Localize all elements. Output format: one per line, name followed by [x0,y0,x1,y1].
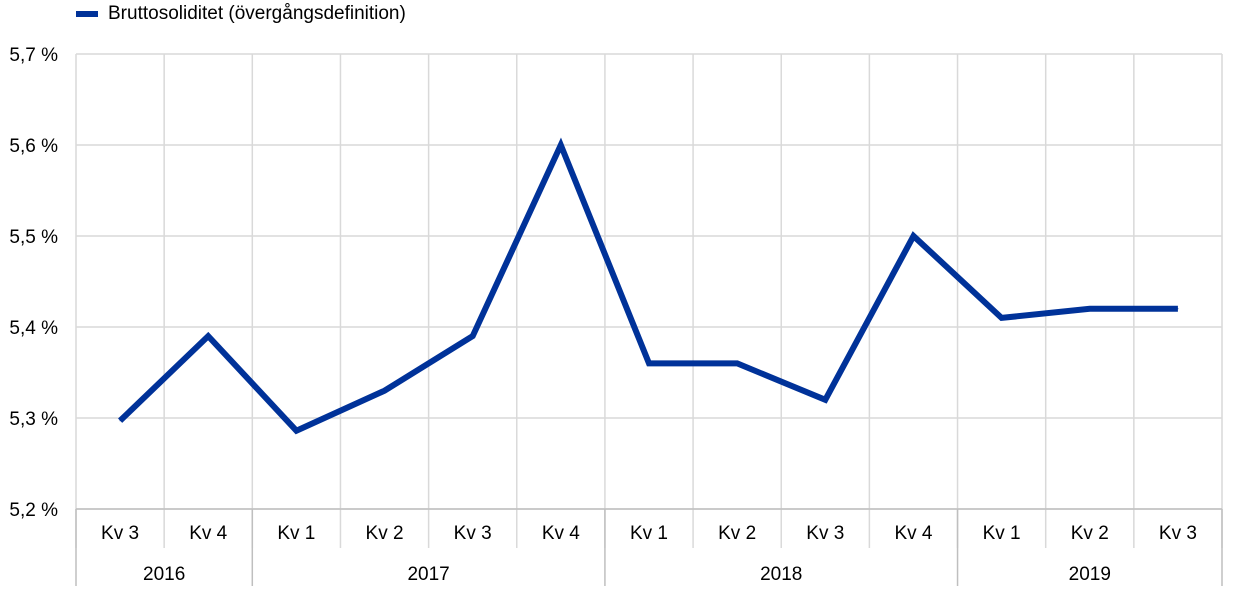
data-point [1177,308,1179,310]
y-tick-label: 5,3 % [9,409,58,430]
x-tick-label: Kv 4 [894,523,932,544]
y-tick-label: 5,7 % [9,45,58,66]
legend-swatch [76,11,98,17]
x-tick-label: Kv 2 [1071,523,1109,544]
x-tick-label: Kv 3 [101,523,139,544]
x-tick-label: Kv 3 [1159,523,1197,544]
year-label: 2016 [143,564,185,585]
x-tick-label: Kv 2 [718,523,756,544]
data-point [824,399,826,401]
series-line [118,137,1178,435]
x-tick-label: Kv 1 [983,523,1021,544]
x-tick-label: Kv 1 [277,523,315,544]
data-point [472,335,474,337]
x-tick-label: Kv 2 [366,523,404,544]
year-label: 2018 [760,564,802,585]
x-tick-label: Kv 4 [542,523,580,544]
data-point [560,144,562,146]
y-tick-label: 5,4 % [9,318,58,339]
data-point [1089,308,1091,310]
data-point [648,362,650,364]
data-point [295,430,297,432]
y-tick-label: 5,2 % [9,500,58,521]
data-point [384,390,386,392]
data-point [736,362,738,364]
data-point [912,235,914,237]
x-tick-label: Kv 1 [630,523,668,544]
x-tick-label: Kv 4 [189,523,227,544]
data-point [1001,317,1003,319]
data-point [119,420,121,422]
year-label: 2017 [407,564,449,585]
x-tick-label: Kv 3 [806,523,844,544]
y-tick-label: 5,5 % [9,227,58,248]
x-tick-label: Kv 3 [454,523,492,544]
legend-label: Bruttosoliditet (övergångsdefinition) [108,3,406,24]
legend: Bruttosoliditet (övergångsdefinition) [76,2,406,26]
year-label: 2019 [1069,564,1111,585]
y-tick-label: 5,6 % [9,136,58,157]
data-point [207,335,209,337]
